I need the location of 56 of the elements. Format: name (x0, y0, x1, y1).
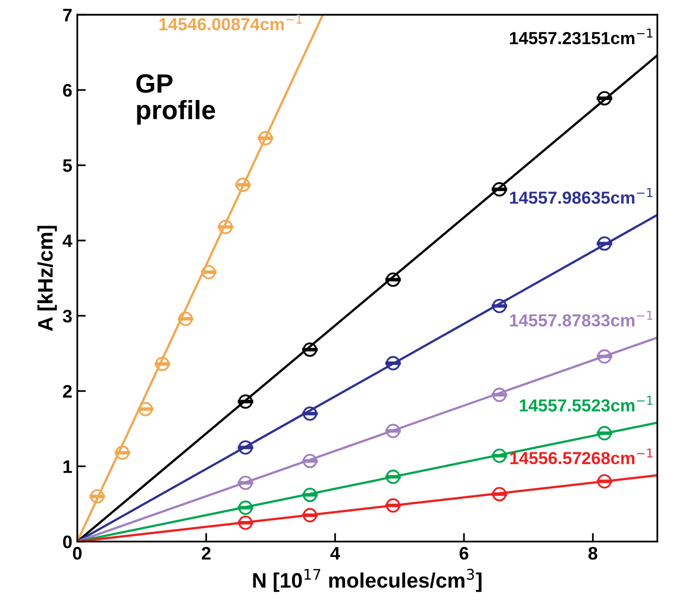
point (302, 454, 318, 468)
point (597, 349, 612, 364)
point (302, 508, 318, 522)
point (178, 312, 193, 326)
point (492, 298, 507, 314)
series-label: 14557.87833cm$^{−1}$ (510, 310, 652, 327)
point (597, 426, 612, 440)
y-tick-label: 2 (63, 384, 72, 398)
x-tick-label: 0 (72, 546, 82, 560)
y-tick-label: 0 (63, 535, 72, 548)
series-label: 14557.98635cm$^{−1}$ (510, 188, 652, 204)
point (386, 424, 400, 438)
point (238, 500, 253, 515)
point (90, 489, 104, 504)
y-tick-label: 6 (63, 84, 72, 97)
point (597, 91, 612, 106)
point (138, 402, 153, 416)
point (115, 446, 130, 460)
point (386, 356, 400, 370)
point (386, 470, 400, 484)
point (386, 272, 400, 287)
point (238, 516, 253, 530)
point (302, 406, 318, 421)
point (492, 182, 507, 196)
annotation: GP profile (136, 74, 216, 125)
series-label: 14557.23151cm$^{−1}$ (510, 28, 652, 44)
y-tick-label: 1 (64, 460, 72, 473)
x-tick-label: 4 (330, 547, 340, 560)
x-tick-label: 6 (460, 546, 468, 560)
point (258, 131, 273, 146)
series-label: 14546.00874cm$^{−1}$ (159, 14, 302, 30)
point (302, 342, 318, 357)
y-tick-label: 5 (62, 159, 72, 172)
point (236, 178, 250, 192)
point (238, 394, 253, 409)
y-tick-label: 7 (63, 8, 72, 22)
series-label: 14556.57268cm$^{−1}$ (510, 448, 652, 464)
point (238, 440, 253, 455)
y-axis-title: A [kHz/cm] (37, 226, 57, 332)
point (492, 388, 507, 402)
series-label: 14557.5523cm$^{−1}$ (520, 396, 652, 412)
point (597, 236, 612, 251)
x-tick-label: 8 (588, 546, 598, 560)
point (597, 474, 612, 488)
x-axis-title: N [10$^{17}$ molecules/cm$^{3}$] (253, 568, 482, 592)
point (386, 498, 400, 513)
point (202, 264, 216, 280)
point (302, 488, 318, 502)
point (492, 486, 507, 502)
x-tick-label: 2 (202, 546, 210, 560)
y-tick-label: 3 (62, 310, 72, 323)
point (492, 448, 507, 463)
point (218, 220, 233, 234)
point (155, 356, 170, 372)
point (238, 476, 253, 490)
y-tick-label: 4 (62, 234, 72, 248)
